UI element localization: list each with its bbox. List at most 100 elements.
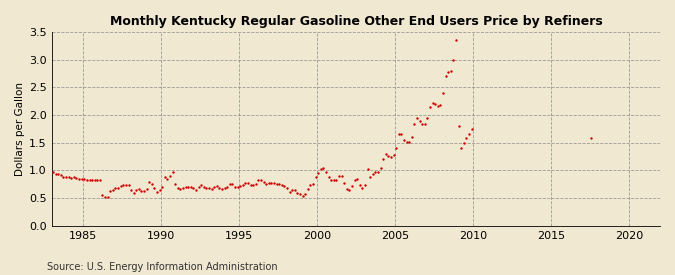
Point	[295, 192, 306, 196]
Point	[274, 182, 285, 186]
Point	[271, 182, 282, 186]
Point	[388, 153, 399, 157]
Point	[86, 178, 97, 183]
Point	[321, 169, 331, 174]
Point	[385, 155, 396, 160]
Point	[167, 170, 178, 174]
Point	[126, 188, 136, 192]
Point	[409, 122, 420, 126]
Point	[302, 187, 313, 191]
Point	[102, 194, 113, 199]
Point	[425, 104, 435, 109]
Point	[92, 178, 103, 183]
Point	[427, 101, 438, 105]
Point	[253, 178, 264, 182]
Point	[134, 186, 144, 191]
Point	[310, 175, 321, 179]
Point	[401, 140, 412, 144]
Point	[183, 185, 194, 189]
Point	[128, 191, 139, 195]
Point	[352, 177, 362, 182]
Point	[55, 173, 66, 178]
Point	[97, 193, 108, 198]
Point	[53, 172, 63, 177]
Point	[242, 180, 253, 185]
Point	[222, 184, 233, 189]
Point	[437, 91, 448, 95]
Point	[136, 189, 147, 193]
Point	[89, 178, 100, 183]
Point	[131, 188, 142, 192]
Point	[279, 184, 290, 188]
Point	[172, 186, 183, 190]
Point	[281, 186, 292, 190]
Point	[328, 178, 339, 183]
Point	[276, 183, 287, 187]
Point	[297, 194, 308, 198]
Point	[333, 174, 344, 178]
Point	[381, 152, 392, 156]
Point	[300, 192, 310, 196]
Point	[227, 182, 238, 186]
Point	[313, 170, 323, 175]
Point	[63, 175, 74, 179]
Point	[586, 136, 597, 140]
Point	[448, 57, 459, 62]
Point	[446, 68, 456, 73]
Point	[315, 167, 326, 171]
Point	[69, 175, 80, 179]
Point	[269, 180, 279, 185]
Point	[464, 132, 475, 137]
Point	[346, 184, 357, 188]
Point	[165, 174, 176, 178]
Point	[398, 138, 409, 142]
Point	[266, 180, 277, 185]
Point	[261, 182, 271, 186]
Point	[82, 178, 92, 183]
Point	[305, 183, 316, 188]
Point	[118, 183, 129, 187]
Point	[331, 178, 342, 183]
Point	[336, 174, 347, 178]
Point	[461, 136, 472, 141]
Point	[360, 183, 371, 187]
Point	[190, 188, 201, 192]
Point	[383, 154, 394, 158]
Point	[58, 174, 69, 179]
Point	[71, 176, 82, 180]
Point	[466, 127, 477, 131]
Point	[105, 189, 115, 193]
Point	[440, 74, 451, 78]
Point	[138, 189, 149, 193]
Title: Monthly Kentucky Regular Gasoline Other End Users Price by Refiners: Monthly Kentucky Regular Gasoline Other …	[109, 15, 602, 28]
Point	[225, 182, 236, 186]
Point	[248, 183, 259, 188]
Point	[292, 191, 303, 195]
Point	[318, 166, 329, 170]
Point	[193, 185, 204, 189]
Point	[198, 185, 209, 189]
Point	[230, 185, 240, 189]
Point	[186, 185, 196, 189]
Point	[235, 184, 246, 188]
Point	[323, 175, 334, 179]
Y-axis label: Dollars per Gallon: Dollars per Gallon	[15, 82, 25, 176]
Point	[61, 175, 72, 179]
Point	[175, 187, 186, 191]
Point	[456, 146, 466, 150]
Point	[157, 185, 167, 189]
Point	[180, 185, 191, 189]
Point	[404, 139, 414, 144]
Point	[48, 170, 59, 174]
Point	[419, 122, 430, 126]
Point	[113, 185, 124, 190]
Point	[412, 116, 423, 120]
Point	[250, 182, 261, 186]
Point	[435, 102, 446, 107]
Point	[141, 187, 152, 191]
Point	[349, 178, 360, 183]
Point	[214, 186, 225, 190]
Point	[378, 157, 389, 162]
Point	[375, 166, 386, 170]
Point	[256, 178, 267, 182]
